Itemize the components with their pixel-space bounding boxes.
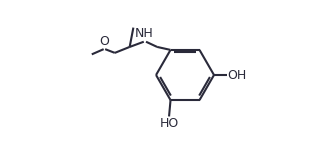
Text: OH: OH	[227, 69, 247, 81]
Text: NH: NH	[135, 27, 154, 40]
Text: HO: HO	[160, 117, 179, 130]
Text: O: O	[100, 35, 109, 48]
